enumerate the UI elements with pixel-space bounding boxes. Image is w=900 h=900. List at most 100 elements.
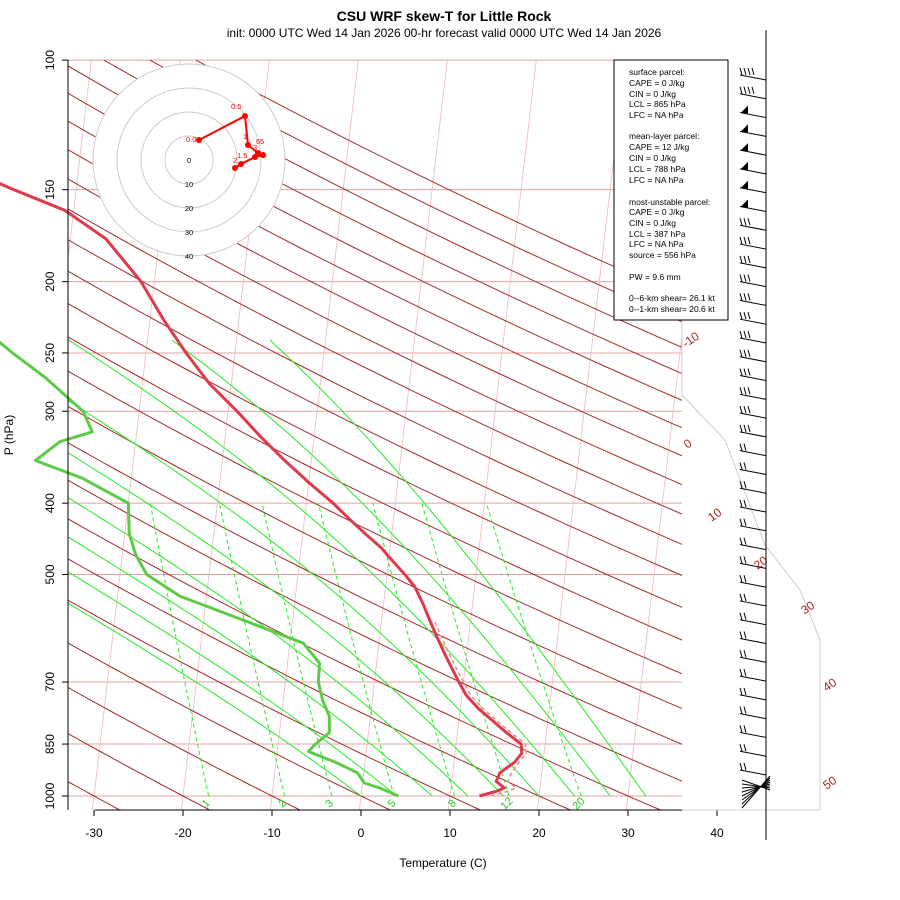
wind-barb (739, 312, 767, 325)
wind-barb (739, 462, 767, 475)
surface-wind-barb (741, 779, 771, 801)
barb-flag (739, 499, 743, 508)
shear-0-1km: 0--1-km shear= 20.6 kt (629, 304, 715, 314)
barb-flag (739, 443, 743, 451)
wind-barb (739, 67, 767, 81)
x-tick-label: 30 (621, 826, 635, 840)
mixing-ratio-lines (149, 503, 582, 797)
isotherm-line (358, 60, 448, 810)
barb-flag (743, 67, 747, 76)
barb-staff (739, 356, 767, 363)
barb-flag (743, 274, 747, 282)
barb-staff (739, 769, 767, 776)
y-tick-label: 700 (43, 672, 57, 692)
barb-staff (739, 281, 767, 288)
barb-flag (747, 255, 751, 263)
barb-pennant (741, 105, 748, 114)
barb-flag (747, 218, 751, 226)
wind-barb (739, 387, 767, 400)
y-tick-label: 250 (43, 343, 57, 363)
precipitable-water: PW = 9.6 mm (629, 272, 681, 282)
wind-barb (739, 124, 767, 137)
barb-staff (739, 431, 767, 438)
wind-barb (739, 650, 767, 663)
barb-staff (739, 562, 767, 569)
wind-barb (739, 293, 767, 306)
barb-pennant (741, 199, 748, 208)
moist-adiabat-line (68, 602, 362, 797)
hodo-point-label: 6 (256, 137, 260, 146)
moist-adiabat-line (68, 399, 540, 797)
barb-flag (739, 687, 743, 696)
wind-barb (739, 443, 767, 457)
mean-layer-cape: CAPE = 12 J/kg (629, 142, 690, 152)
barb-flag (743, 462, 747, 470)
mixing-ratio-line (421, 503, 510, 797)
wind-barb (739, 86, 767, 100)
wind-barb (739, 725, 767, 738)
barb-flag (739, 706, 743, 714)
barb-flag (739, 518, 743, 526)
barb-pennant (741, 180, 748, 189)
hodo-point-label: 5 (260, 137, 264, 146)
barb-staff (739, 525, 767, 532)
barb-staff (739, 750, 767, 757)
barb-flag (747, 349, 751, 357)
barb-flag (739, 762, 743, 771)
barb-flag (743, 368, 747, 376)
wind-barb (739, 405, 767, 419)
barb-staff (739, 299, 767, 306)
barb-staff (739, 243, 767, 250)
info-box-frame (613, 59, 729, 321)
barb-flag (751, 86, 755, 94)
x-tick-label: 20 (532, 826, 546, 840)
barb-staff (739, 168, 767, 175)
y-tick-label: 400 (43, 493, 57, 513)
barb-staff (739, 694, 767, 701)
temperature-profile-line (0, 182, 524, 798)
mixing-ratio-line (218, 503, 286, 797)
wind-barb (739, 481, 767, 494)
x-tick-label: 40 (710, 826, 724, 840)
dry-adiabat-line (68, 558, 572, 810)
wind-barb (739, 349, 767, 363)
hodo-point (196, 137, 202, 143)
wind-barb (739, 180, 767, 194)
wind-barb (739, 744, 767, 757)
barb-staff (739, 581, 767, 588)
surface-parcel-header: surface parcel: (629, 67, 685, 77)
barb-flag (743, 481, 747, 489)
barb-flag (739, 650, 743, 658)
barb-pennant (741, 124, 748, 133)
wind-barb (739, 518, 767, 532)
barb-flag (743, 612, 747, 620)
x-tick-label: -20 (174, 826, 192, 840)
barb-staff (739, 224, 767, 231)
mixing-ratio-line (149, 503, 210, 797)
barb-flag (743, 631, 747, 639)
hodo-point-label: 0.5 (231, 102, 241, 111)
x-tick-label: 0 (358, 826, 365, 840)
surface-wind-barb (741, 777, 771, 805)
barb-flag (739, 593, 743, 602)
barb-flag (743, 499, 747, 508)
barb-flag (743, 537, 747, 545)
dry-adiabat-line (68, 442, 682, 745)
barb-flag (739, 462, 743, 470)
barb-flag (743, 330, 747, 339)
hodo-point (260, 152, 266, 158)
barb-staff (739, 375, 767, 382)
surface-cape: CAPE = 0 J/kg (629, 78, 685, 88)
barb-flag (747, 274, 751, 282)
dry-adiabat-line (68, 149, 682, 457)
dry-adiabat-line (68, 405, 682, 710)
hodo-ring-label: 30 (185, 228, 193, 237)
barb-flag (751, 67, 755, 76)
moist-adiabat-line (68, 452, 504, 797)
dry-adiabat-line (68, 65, 682, 375)
barb-staff (739, 412, 767, 419)
barb-flag (743, 236, 747, 245)
barb-flag (739, 312, 743, 320)
barb-flag (743, 687, 747, 696)
barb-flag (739, 293, 743, 301)
